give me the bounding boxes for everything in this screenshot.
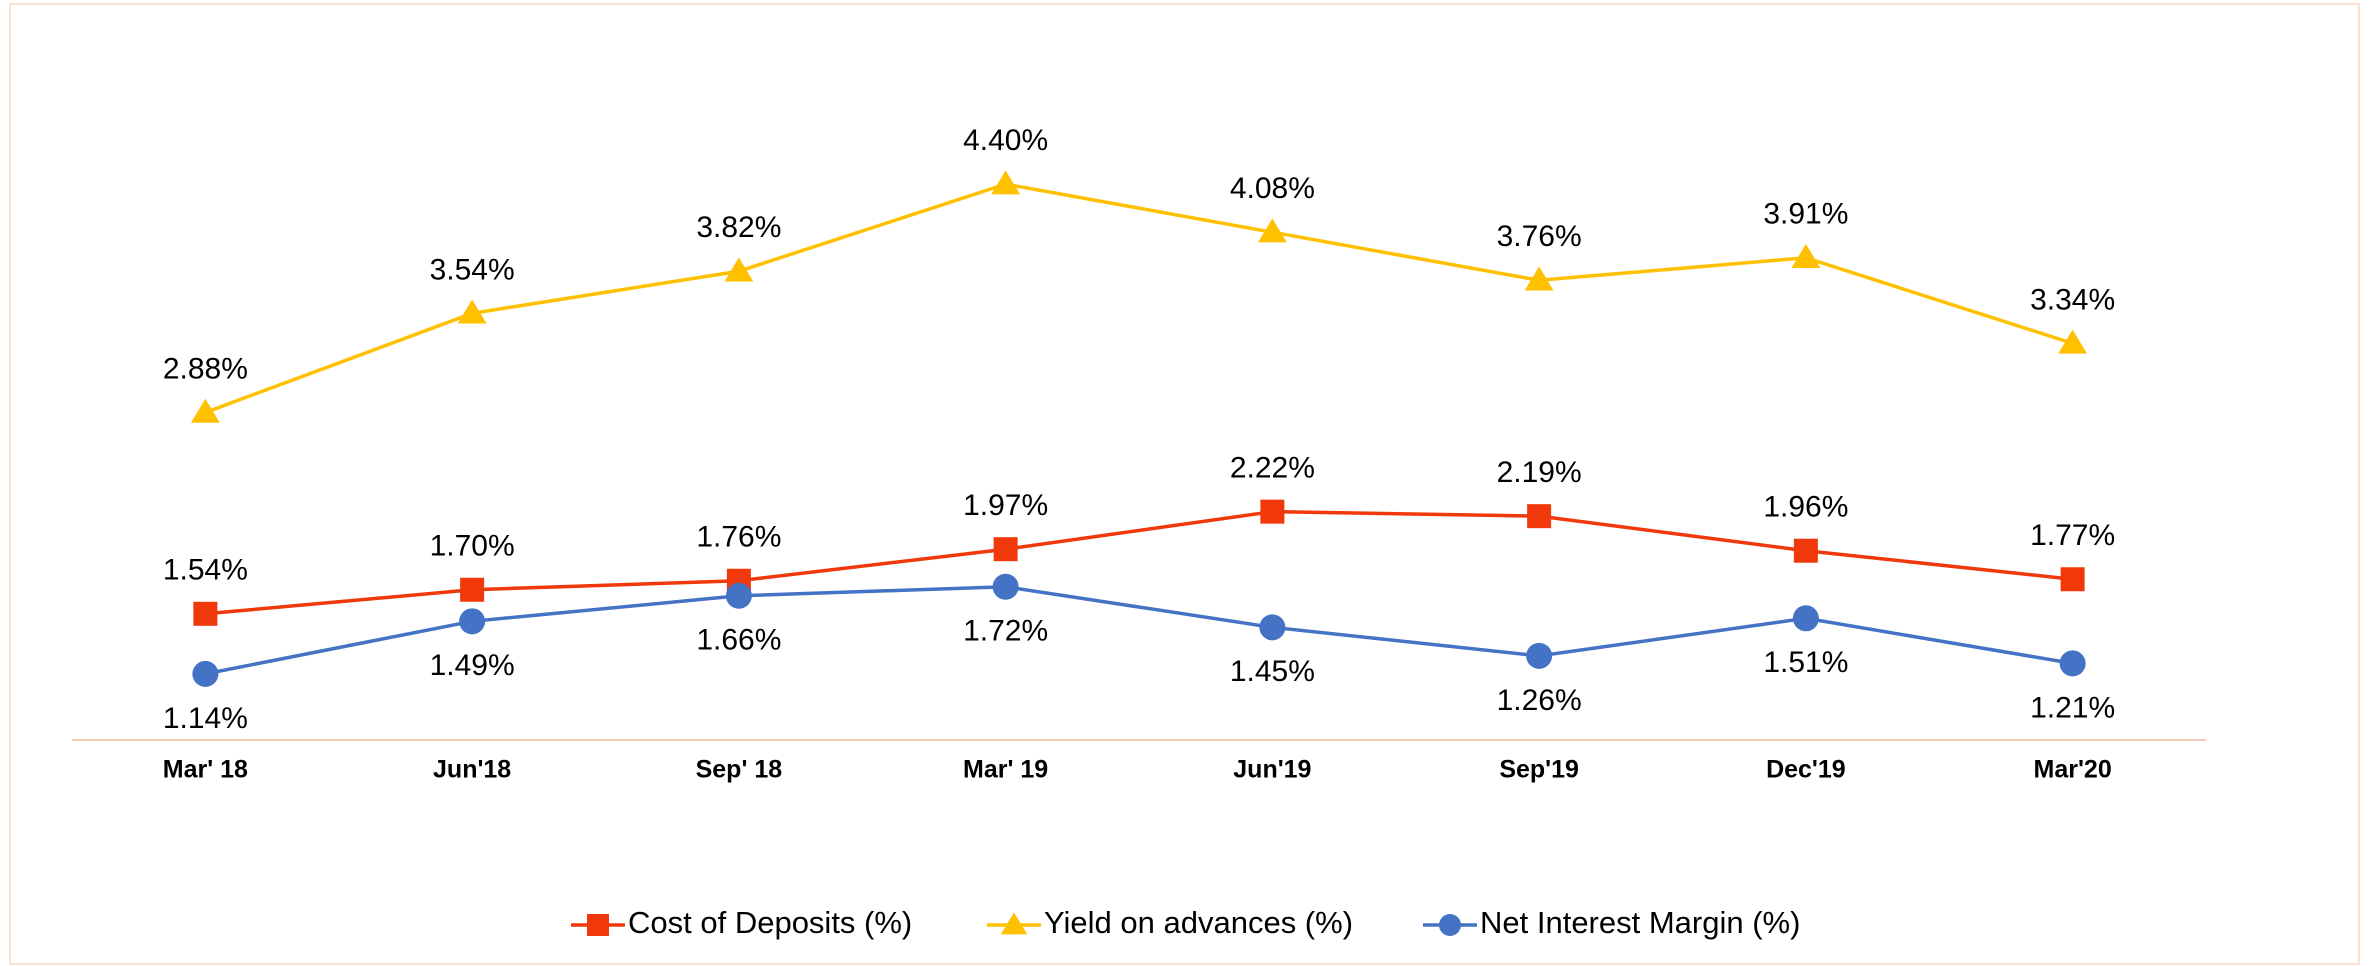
data-point [1791, 243, 1821, 268]
data-label: 1.72% [963, 615, 1048, 648]
data-label: 2.22% [1230, 452, 1315, 485]
data-label: 1.96% [1763, 491, 1848, 524]
legend-marker [1000, 912, 1028, 935]
x-tick-label: Jun'19 [1233, 756, 1311, 784]
data-label: 1.21% [2030, 691, 2115, 724]
x-tick-label: Mar'20 [2034, 756, 2112, 784]
x-tick-label: Mar' 19 [963, 756, 1048, 784]
data-label: 3.82% [696, 211, 781, 244]
data-point [993, 537, 1018, 562]
data-label: 1.49% [430, 649, 515, 682]
data-point [1260, 499, 1285, 524]
data-point [1524, 266, 1554, 291]
data-point [2060, 567, 2085, 592]
data-label: 3.34% [2030, 283, 2115, 316]
data-point [1257, 218, 1287, 243]
data-label: 2.19% [1497, 456, 1582, 489]
data-label: 1.26% [1497, 684, 1582, 717]
legend-label: Yield on advances (%) [1044, 905, 1353, 940]
data-point [1792, 605, 1819, 632]
x-tick-label: Dec'19 [1766, 756, 1846, 784]
data-label: 1.51% [1763, 646, 1848, 679]
data-label: 1.77% [2030, 519, 2115, 552]
data-point [1526, 642, 1553, 669]
data-label: 1.70% [430, 530, 515, 563]
data-label: 1.45% [1230, 655, 1315, 688]
data-label: 1.66% [696, 624, 781, 657]
x-tick-label: Jun'18 [433, 756, 511, 784]
data-point [190, 398, 220, 423]
data-point [460, 577, 485, 602]
legend-marker [1439, 914, 1461, 936]
data-label: 4.40% [963, 124, 1048, 157]
data-label: 1.54% [163, 554, 248, 587]
data-point [2059, 650, 2086, 677]
x-tick-label: Sep'19 [1499, 756, 1579, 784]
data-point [192, 660, 219, 687]
data-label: 1.14% [163, 702, 248, 735]
data-point [2058, 329, 2088, 354]
data-label: 3.91% [1763, 198, 1848, 231]
x-tick-label: Sep' 18 [696, 756, 783, 784]
data-point [457, 299, 487, 324]
data-point [1259, 614, 1286, 641]
data-point [992, 573, 1019, 600]
data-label: 1.76% [696, 521, 781, 554]
data-point [1527, 504, 1552, 529]
legend-label: Cost of Deposits (%) [628, 905, 912, 940]
chart-border [9, 3, 2360, 965]
legend-label: Net Interest Margin (%) [1480, 905, 1800, 940]
legend-marker [587, 914, 609, 936]
data-point [991, 170, 1021, 195]
series-line [205, 509, 2073, 616]
data-label: 3.54% [430, 253, 515, 286]
data-point [1793, 538, 1818, 563]
data-label: 2.88% [163, 352, 248, 385]
data-label: 1.97% [963, 489, 1048, 522]
x-tick-label: Mar' 18 [163, 756, 248, 784]
data-label: 4.08% [1230, 172, 1315, 205]
data-label: 3.76% [1497, 220, 1582, 253]
data-point [725, 582, 752, 609]
data-point [724, 257, 754, 282]
data-point [193, 601, 218, 626]
data-point [459, 608, 486, 635]
series-line [204, 182, 2074, 415]
series-line [205, 585, 2073, 676]
